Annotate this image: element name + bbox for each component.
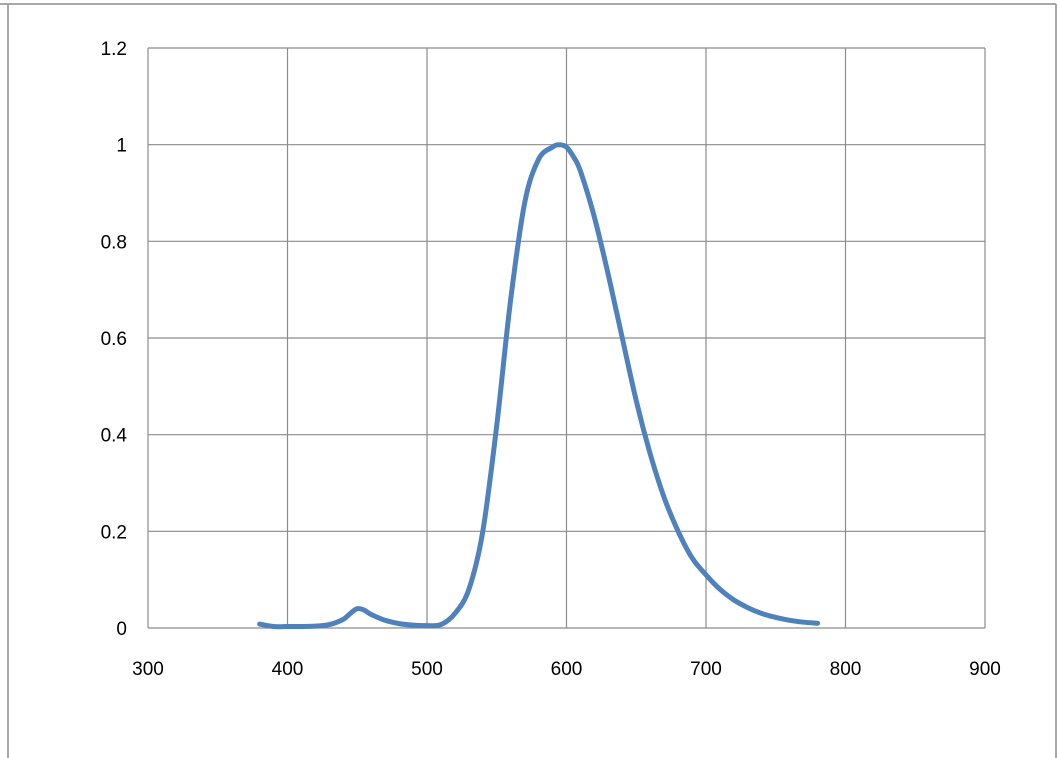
y-tick-label-0.8: 0.8 bbox=[101, 232, 127, 253]
x-tick-label-800: 800 bbox=[830, 659, 862, 680]
y-tick-label-1: 1 bbox=[116, 136, 127, 157]
x-tick-label-500: 500 bbox=[411, 659, 443, 680]
grid-layer bbox=[147, 47, 986, 629]
x-tick-label-700: 700 bbox=[690, 659, 722, 680]
y-tick-label-0.2: 0.2 bbox=[101, 522, 127, 543]
series-layer bbox=[257, 142, 821, 630]
x-tick-label-300: 300 bbox=[132, 659, 164, 680]
x-tick-label-400: 400 bbox=[272, 659, 304, 680]
y-tick-label-0.4: 0.4 bbox=[101, 426, 128, 447]
y-tick-label-0: 0 bbox=[116, 619, 127, 640]
tick-label-layer: 300 400 500 600 700 800 900 0 0.2 0.4 0.6 0.8 1 1.2 bbox=[101, 39, 1001, 680]
x-tick-label-900: 900 bbox=[969, 659, 1001, 680]
y-tick-label-0.6: 0.6 bbox=[101, 329, 127, 350]
y-tick-label-1.2: 1.2 bbox=[101, 39, 127, 60]
series-line-0 bbox=[257, 142, 821, 630]
x-tick-label-600: 600 bbox=[551, 659, 583, 680]
